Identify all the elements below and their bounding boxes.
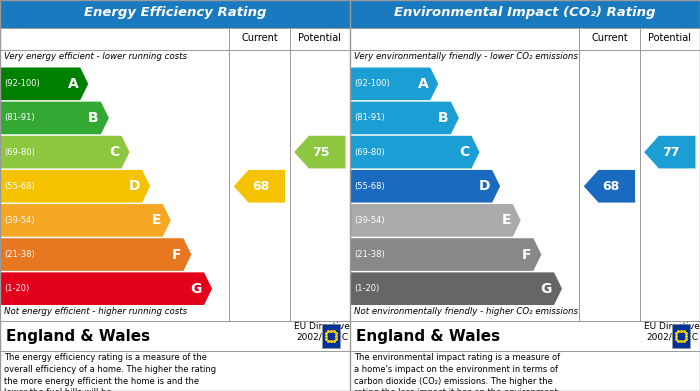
Polygon shape bbox=[0, 238, 191, 271]
Text: (21-38): (21-38) bbox=[354, 250, 385, 259]
Text: Current: Current bbox=[241, 33, 278, 43]
Text: EU Directive
2002/91/EC: EU Directive 2002/91/EC bbox=[294, 322, 350, 341]
Text: Not energy efficient - higher running costs: Not energy efficient - higher running co… bbox=[4, 307, 187, 316]
Polygon shape bbox=[0, 273, 212, 305]
Text: (92-100): (92-100) bbox=[4, 79, 40, 88]
Polygon shape bbox=[350, 273, 562, 305]
Text: Not environmentally friendly - higher CO₂ emissions: Not environmentally friendly - higher CO… bbox=[354, 307, 578, 316]
Bar bbox=[0, 321, 350, 351]
Text: F: F bbox=[522, 248, 531, 262]
Text: E: E bbox=[151, 213, 161, 228]
Text: England & Wales: England & Wales bbox=[6, 328, 150, 344]
Text: (39-54): (39-54) bbox=[354, 216, 384, 225]
Polygon shape bbox=[350, 102, 459, 134]
Text: Potential: Potential bbox=[648, 33, 692, 43]
Polygon shape bbox=[350, 68, 438, 100]
Bar bbox=[0, 28, 350, 321]
Text: (1-20): (1-20) bbox=[4, 284, 29, 293]
Text: (21-38): (21-38) bbox=[4, 250, 35, 259]
Text: A: A bbox=[417, 77, 428, 91]
Text: Environmental Impact (CO₂) Rating: Environmental Impact (CO₂) Rating bbox=[394, 6, 656, 19]
Text: (55-68): (55-68) bbox=[4, 182, 35, 191]
Polygon shape bbox=[294, 136, 346, 169]
Bar bbox=[350, 28, 700, 321]
Text: EU Directive
2002/91/EC: EU Directive 2002/91/EC bbox=[644, 322, 700, 341]
Text: B: B bbox=[88, 111, 99, 125]
Bar bbox=[0, 0, 350, 28]
Text: E: E bbox=[501, 213, 511, 228]
Bar bbox=[672, 324, 690, 348]
Text: (1-20): (1-20) bbox=[354, 284, 379, 293]
Text: Very energy efficient - lower running costs: Very energy efficient - lower running co… bbox=[4, 52, 187, 61]
Text: B: B bbox=[438, 111, 449, 125]
Polygon shape bbox=[0, 68, 88, 100]
Text: D: D bbox=[479, 179, 490, 193]
Polygon shape bbox=[0, 204, 171, 237]
Text: C: C bbox=[459, 145, 470, 159]
Text: (81-91): (81-91) bbox=[354, 113, 384, 122]
Text: F: F bbox=[172, 248, 181, 262]
Text: (55-68): (55-68) bbox=[354, 182, 385, 191]
Text: Current: Current bbox=[591, 33, 628, 43]
Text: The environmental impact rating is a measure of
a home's impact on the environme: The environmental impact rating is a mea… bbox=[354, 353, 561, 391]
Text: 75: 75 bbox=[312, 145, 330, 159]
Text: England & Wales: England & Wales bbox=[356, 328, 500, 344]
Text: C: C bbox=[109, 145, 120, 159]
Polygon shape bbox=[350, 136, 480, 169]
Polygon shape bbox=[234, 170, 285, 203]
Text: The energy efficiency rating is a measure of the
overall efficiency of a home. T: The energy efficiency rating is a measur… bbox=[4, 353, 216, 391]
Bar bbox=[322, 324, 340, 348]
Polygon shape bbox=[350, 204, 521, 237]
Polygon shape bbox=[584, 170, 635, 203]
Text: D: D bbox=[129, 179, 140, 193]
Polygon shape bbox=[0, 170, 150, 203]
Text: (39-54): (39-54) bbox=[4, 216, 34, 225]
Text: 77: 77 bbox=[662, 145, 680, 159]
Polygon shape bbox=[644, 136, 696, 169]
Bar bbox=[350, 0, 700, 28]
Polygon shape bbox=[350, 238, 541, 271]
Polygon shape bbox=[350, 170, 500, 203]
Text: 68: 68 bbox=[602, 180, 620, 193]
Text: G: G bbox=[540, 282, 552, 296]
Polygon shape bbox=[0, 136, 130, 169]
Polygon shape bbox=[0, 102, 109, 134]
Text: Very environmentally friendly - lower CO₂ emissions: Very environmentally friendly - lower CO… bbox=[354, 52, 578, 61]
Text: A: A bbox=[67, 77, 78, 91]
Text: (81-91): (81-91) bbox=[4, 113, 34, 122]
Text: Energy Efficiency Rating: Energy Efficiency Rating bbox=[84, 6, 266, 19]
Text: G: G bbox=[190, 282, 202, 296]
Bar bbox=[350, 321, 700, 351]
Text: (92-100): (92-100) bbox=[354, 79, 390, 88]
Text: (69-80): (69-80) bbox=[354, 148, 385, 157]
Text: Potential: Potential bbox=[298, 33, 342, 43]
Text: (69-80): (69-80) bbox=[4, 148, 35, 157]
Text: 68: 68 bbox=[252, 180, 270, 193]
